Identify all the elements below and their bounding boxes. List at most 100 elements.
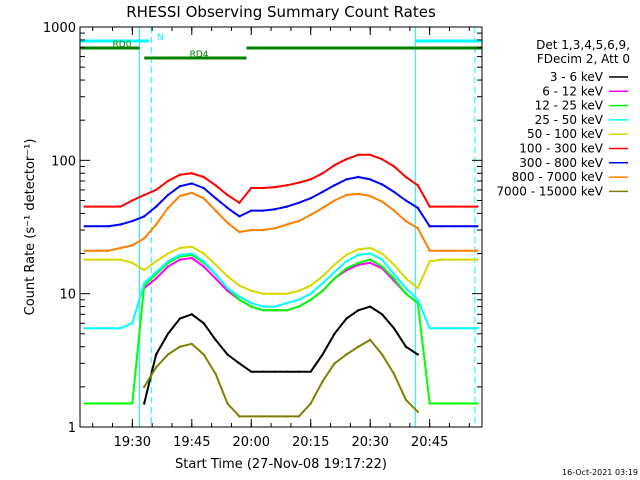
- series-7-point: [476, 249, 479, 252]
- series-6-point: [309, 196, 312, 200]
- series-4-point: [392, 263, 396, 266]
- series-5-point: [190, 172, 193, 175]
- series-3-point: [83, 327, 86, 330]
- x-tick-label-0: 19:30: [114, 435, 151, 450]
- series-7-point: [178, 194, 182, 198]
- series-3-point: [119, 327, 122, 330]
- series-8-point: [416, 410, 419, 414]
- series-8-point: [250, 415, 253, 418]
- series-4-point: [452, 258, 455, 261]
- series-7-point: [369, 194, 372, 198]
- series-6-point: [452, 225, 455, 228]
- series-5-point: [119, 205, 122, 208]
- series-5-point: [202, 175, 205, 179]
- series-7-point: [190, 191, 193, 195]
- series-3-point: [369, 252, 372, 255]
- series-3-point: [309, 292, 312, 295]
- series-0-point: [273, 370, 277, 373]
- series-3-point: [190, 252, 193, 255]
- series-6-point: [273, 208, 277, 211]
- series-6-point: [261, 209, 265, 212]
- series-8-point: [297, 415, 301, 418]
- series-2-point: [380, 265, 384, 268]
- series-4-point: [107, 258, 110, 261]
- series-4-point: [464, 258, 467, 261]
- chart-title: RHESSI Observing Summary Count Rates: [126, 3, 436, 21]
- series-0-point: [285, 370, 289, 373]
- series-6-point: [178, 184, 182, 188]
- series-3-point: [95, 327, 98, 330]
- series-0-point: [321, 353, 324, 356]
- series-0-point: [380, 313, 384, 316]
- plot-frame: [79, 26, 483, 428]
- series-7-point: [214, 209, 217, 212]
- series-1-point: [214, 277, 217, 280]
- series-8-point: [333, 362, 336, 365]
- series-8-point: [261, 415, 265, 418]
- series-4-point: [380, 252, 384, 255]
- series-8-point: [404, 398, 408, 401]
- series-2-point: [107, 402, 110, 405]
- series-0-point: [154, 353, 158, 356]
- series-2-point: [404, 292, 408, 295]
- series-5-point: [428, 205, 431, 208]
- series-2-point: [357, 261, 360, 265]
- legend-header-0: Det 1,3,4,5,6,9,: [536, 38, 630, 52]
- series-4-point: [273, 292, 277, 295]
- series-4-point: [321, 275, 324, 278]
- series-7-point: [464, 249, 467, 252]
- series-4-point: [428, 260, 431, 263]
- series-5-point: [369, 153, 372, 157]
- series-4-point: [131, 261, 134, 265]
- series-5-point: [226, 193, 229, 197]
- series-3-point: [214, 272, 217, 276]
- series-7-point: [83, 249, 86, 252]
- y-tick-label-3: 1000: [43, 21, 76, 36]
- series-5-point: [464, 205, 467, 208]
- series-2-point: [95, 402, 98, 405]
- series-3-point: [440, 327, 443, 330]
- legend-label-8: 7000 - 15000 keV: [496, 184, 603, 198]
- series-7-point: [250, 228, 253, 232]
- y-axis-label: Count Rate (s⁻¹ detector⁻¹): [23, 139, 38, 316]
- series-6-point: [214, 196, 217, 200]
- series-6-point: [83, 225, 86, 228]
- series-6-point: [131, 219, 134, 223]
- series-6-point: [392, 190, 396, 194]
- series-5-point: [214, 184, 217, 187]
- series-2-point: [428, 402, 431, 405]
- series-7-point: [404, 219, 408, 223]
- series-3-point: [392, 272, 396, 276]
- series-2-point: [476, 402, 479, 405]
- series-6-point: [464, 225, 467, 228]
- series-3-point: [404, 286, 408, 290]
- series-5-point: [380, 157, 384, 161]
- series-0-point: [357, 309, 360, 312]
- series-5-point: [416, 184, 419, 187]
- series-6-point: [297, 201, 301, 205]
- series-4-point: [309, 284, 312, 287]
- legend-header-1: FDecim 2, Att 0: [537, 52, 630, 66]
- series-7-point: [416, 226, 419, 230]
- series-line-7: [84, 191, 478, 252]
- series-3-point: [154, 270, 158, 274]
- series-8-point: [285, 415, 289, 418]
- series-1-point: [202, 265, 205, 268]
- series-6-point: [285, 205, 289, 208]
- series-7-point: [380, 200, 384, 203]
- series-0-point: [369, 305, 372, 308]
- series-4-point: [238, 284, 241, 287]
- series-6-point: [119, 223, 122, 226]
- series-0-point: [190, 313, 193, 316]
- series-line-6: [84, 176, 478, 228]
- series-0-point: [309, 370, 312, 373]
- series-8-point: [380, 353, 384, 356]
- series-6-point: [404, 199, 408, 202]
- series-3-point: [297, 298, 301, 301]
- series-4-point: [261, 292, 265, 295]
- series-3-point: [452, 327, 455, 330]
- series-7-point: [95, 249, 98, 252]
- series-4-point: [297, 289, 301, 293]
